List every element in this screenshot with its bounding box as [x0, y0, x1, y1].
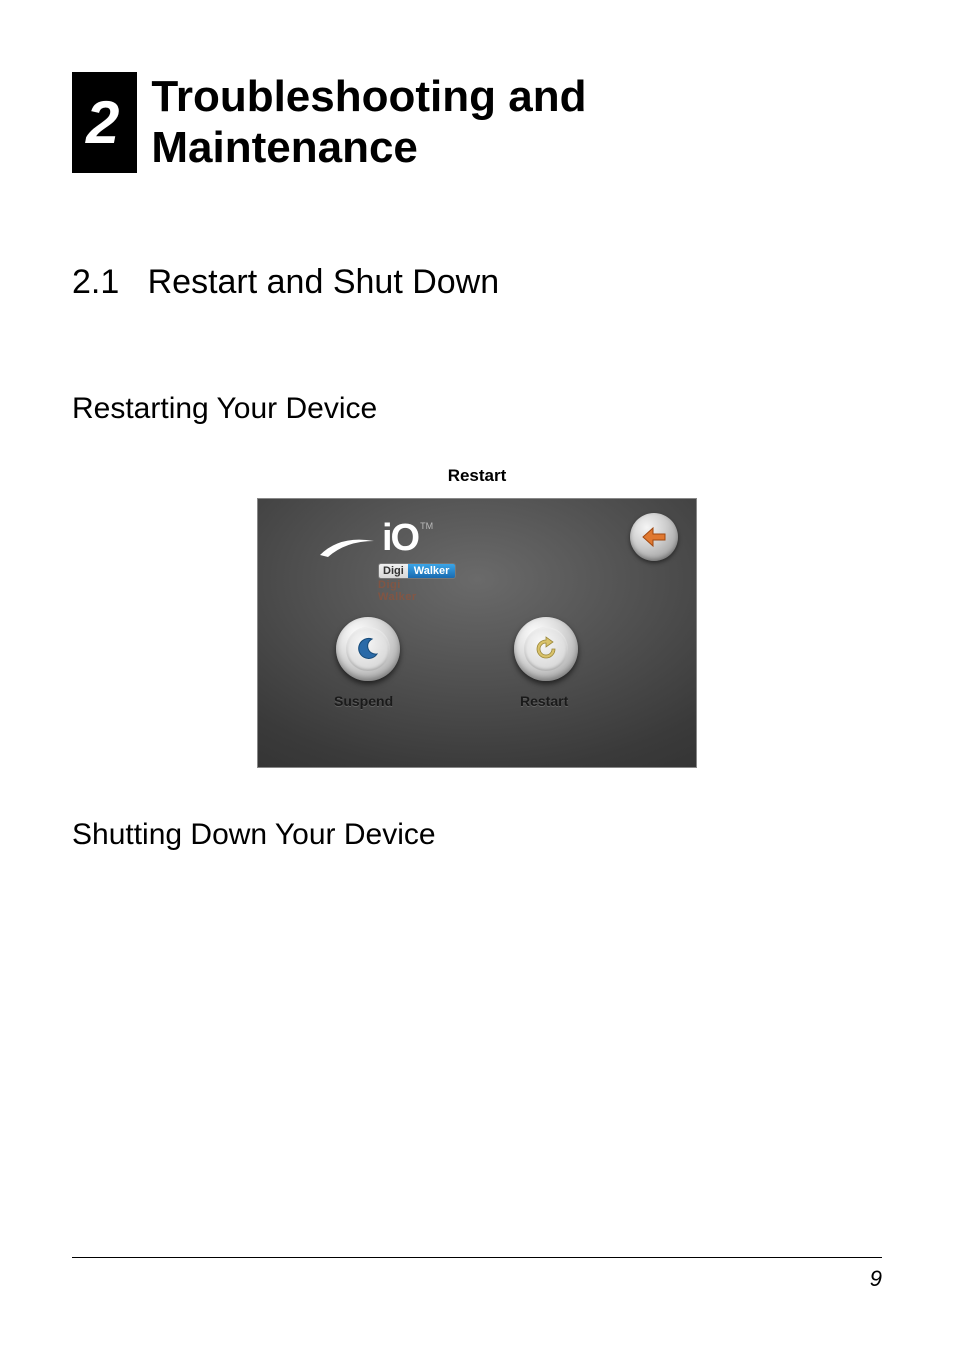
- chapter-header: 2 Troubleshooting and Maintenance: [72, 72, 882, 173]
- restart-button-inner: [524, 627, 568, 671]
- digi-walker-badge: Digi Walker: [378, 563, 456, 579]
- device-screenshot: iO TM Digi Walker Digi Walker: [257, 498, 697, 768]
- walker-text: Walker: [408, 564, 456, 578]
- page-footer: 9: [72, 1257, 882, 1292]
- chapter-title-line2: Maintenance: [151, 123, 418, 172]
- page-number: 9: [870, 1266, 882, 1291]
- logo-text: iO TM: [382, 517, 433, 560]
- moon-icon: [355, 636, 381, 662]
- subsection-shutting-down: Shutting Down Your Device: [72, 818, 882, 852]
- back-button[interactable]: [630, 513, 678, 561]
- logo-tm: TM: [420, 521, 433, 531]
- chapter-number: 2: [86, 88, 119, 157]
- restart-button[interactable]: [514, 617, 578, 681]
- chapter-title: Troubleshooting and Maintenance: [151, 72, 586, 173]
- logo-swoosh-icon: [318, 533, 378, 563]
- digi-walker-reflection: Digi Walker: [378, 579, 417, 603]
- back-arrow-icon: [641, 526, 667, 548]
- screenshot-caption: Restart: [72, 466, 882, 486]
- restart-arrow-icon: [533, 636, 559, 662]
- suspend-button-inner: [346, 627, 390, 671]
- section-title: Restart and Shut Down: [148, 263, 500, 301]
- section-heading: 2.1 Restart and Shut Down: [72, 263, 882, 302]
- suspend-button[interactable]: [336, 617, 400, 681]
- digi-text: Digi: [379, 564, 408, 578]
- restart-label: Restart: [520, 693, 568, 709]
- screenshot-wrapper: iO TM Digi Walker Digi Walker: [72, 498, 882, 768]
- chapter-number-box: 2: [72, 72, 137, 173]
- chapter-title-line1: Troubleshooting and: [151, 72, 586, 121]
- subsection-restarting: Restarting Your Device: [72, 392, 882, 426]
- suspend-label: Suspend: [334, 693, 393, 709]
- section-number: 2.1: [72, 263, 119, 301]
- logo-io: iO: [382, 517, 418, 560]
